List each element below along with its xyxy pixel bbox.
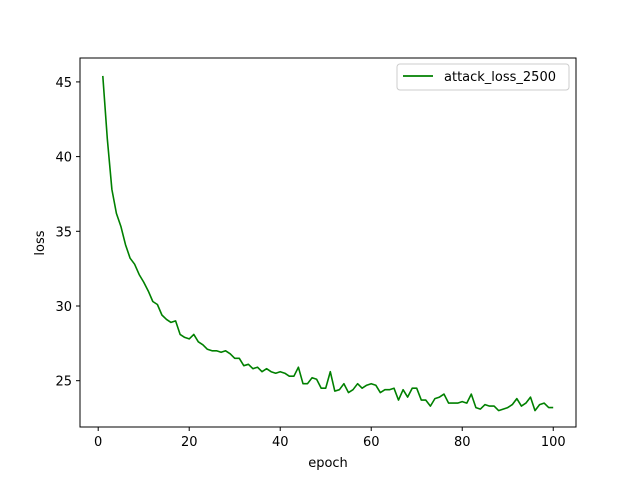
plot-area <box>79 57 577 428</box>
y-axis-label: loss <box>33 230 48 255</box>
y-tick-label: 45 <box>55 76 72 91</box>
x-axis-ticks: 0 20 40 60 80 100 <box>94 427 566 450</box>
x-axis-label: epoch <box>308 456 348 471</box>
legend-box <box>396 63 570 91</box>
y-tick-label: 25 <box>55 375 72 390</box>
x-tick-label: 20 <box>181 435 198 450</box>
x-tick-label: 60 <box>363 435 380 450</box>
x-tick-label: 80 <box>454 435 471 450</box>
y-tick-label: 30 <box>55 300 72 315</box>
y-tick-label: 40 <box>55 151 72 166</box>
x-tick-label: 0 <box>94 435 102 450</box>
x-tick-label: 100 <box>541 435 566 450</box>
series-line-attack-loss-2500 <box>102 75 554 412</box>
y-tick-label: 35 <box>55 225 72 240</box>
y-axis-ticks: 25 30 35 40 45 <box>55 76 80 390</box>
legend: attack_loss_2500 <box>396 63 570 91</box>
x-tick-label: 40 <box>272 435 289 450</box>
legend-label: attack_loss_2500 <box>444 70 556 85</box>
